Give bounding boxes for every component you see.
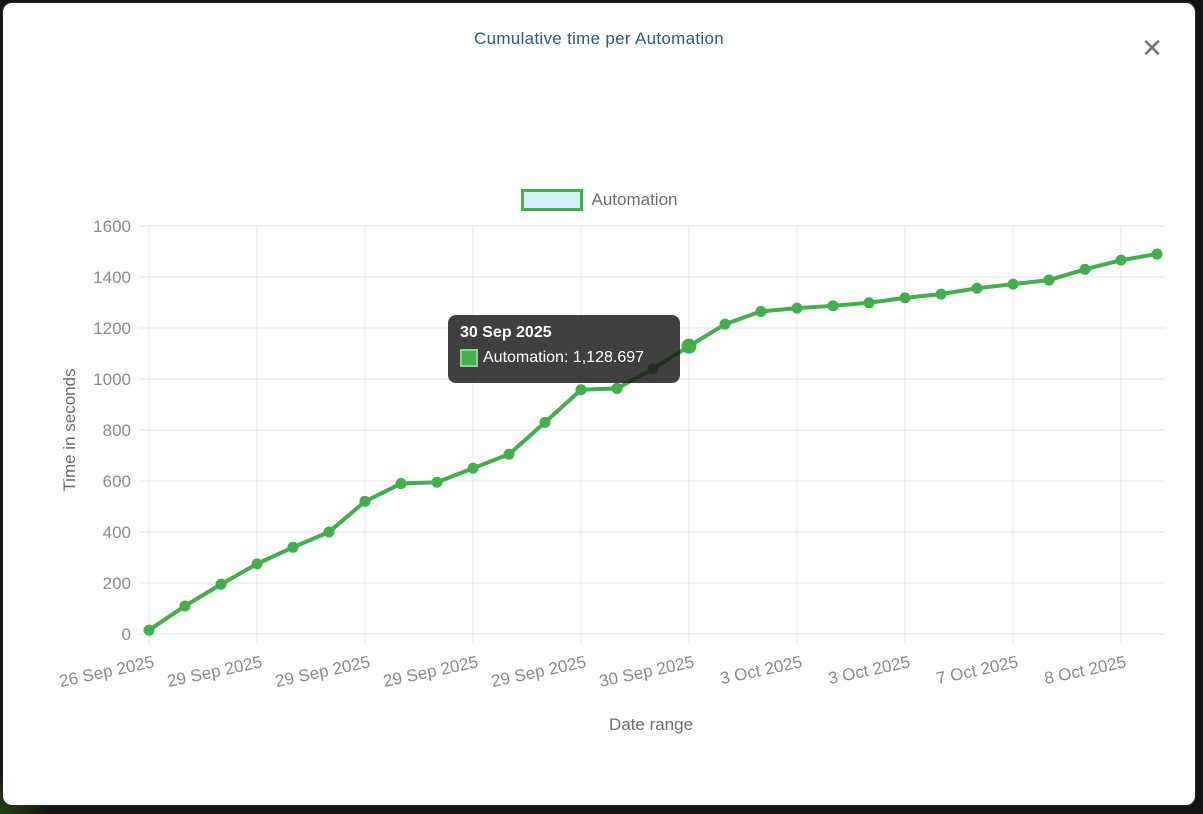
data-point[interactable] xyxy=(755,305,767,317)
data-point[interactable] xyxy=(143,624,155,636)
x-tick-label: 26 Sep 2025 xyxy=(58,652,156,691)
data-point-active[interactable] xyxy=(681,338,697,354)
y-tick-label: 800 xyxy=(103,421,131,440)
close-icon: ✕ xyxy=(1141,33,1163,63)
modal-title: Cumulative time per Automation xyxy=(474,29,724,48)
data-point[interactable] xyxy=(1115,254,1127,266)
x-tick-label: 29 Sep 2025 xyxy=(166,652,264,691)
data-point[interactable] xyxy=(359,495,371,507)
data-point[interactable] xyxy=(503,448,515,460)
x-tick-label: 3 Oct 2025 xyxy=(719,652,804,688)
data-point[interactable] xyxy=(215,578,227,590)
x-tick-label: 29 Sep 2025 xyxy=(490,652,588,691)
data-point[interactable] xyxy=(827,300,839,312)
data-point[interactable] xyxy=(287,541,299,553)
x-tick-label: 7 Oct 2025 xyxy=(935,652,1020,688)
data-point[interactable] xyxy=(395,478,407,490)
tooltip-title: 30 Sep 2025 xyxy=(460,324,552,341)
y-tick-label: 200 xyxy=(103,574,131,593)
data-point[interactable] xyxy=(1079,263,1091,275)
data-point[interactable] xyxy=(863,297,875,309)
y-tick-label: 1600 xyxy=(93,217,131,236)
data-point[interactable] xyxy=(467,462,479,474)
data-point[interactable] xyxy=(431,476,443,488)
data-point[interactable] xyxy=(575,384,587,396)
legend-label: Automation xyxy=(591,190,678,209)
x-tick-label: 29 Sep 2025 xyxy=(274,652,372,691)
data-point[interactable] xyxy=(935,288,947,300)
data-point[interactable] xyxy=(899,292,911,304)
chart-tooltip: 30 Sep 2025 Automation: 1,128.697 xyxy=(448,315,680,383)
data-point[interactable] xyxy=(179,600,191,612)
legend-swatch xyxy=(520,189,583,211)
data-point[interactable] xyxy=(323,526,335,538)
y-tick-label: 1400 xyxy=(93,268,131,287)
y-tick-label: 600 xyxy=(103,472,131,491)
data-point[interactable] xyxy=(971,282,983,294)
y-tick-label: 400 xyxy=(103,523,131,542)
data-point[interactable] xyxy=(719,318,731,330)
y-axis-title: Time in seconds xyxy=(60,368,79,491)
tooltip-label: Automation: 1,128.697 xyxy=(483,349,645,366)
x-axis-title: Date range xyxy=(609,715,693,734)
line-chart[interactable]: 0 200 400 600 800 1000 1200 1400 1600 26 Sep 2025… xyxy=(3,3,1197,807)
y-tick-label: 0 xyxy=(122,625,131,644)
data-point[interactable] xyxy=(539,416,551,428)
y-tick-label: 1000 xyxy=(93,370,131,389)
x-tick-label: 3 Oct 2025 xyxy=(827,652,912,688)
data-point[interactable] xyxy=(791,302,803,314)
x-tick-label: 29 Sep 2025 xyxy=(382,652,480,691)
x-tick-label: 30 Sep 2025 xyxy=(598,652,696,691)
data-point[interactable] xyxy=(251,558,263,570)
data-point[interactable] xyxy=(611,382,623,394)
data-point[interactable] xyxy=(1007,278,1019,290)
x-tick-label: 8 Oct 2025 xyxy=(1043,652,1128,688)
y-tick-label: 1200 xyxy=(93,319,131,338)
data-line xyxy=(147,252,1159,633)
tooltip-row: Automation: 1,128.697 xyxy=(460,349,668,367)
tooltip-swatch xyxy=(460,349,478,367)
data-point[interactable] xyxy=(1043,274,1055,286)
data-point[interactable] xyxy=(1151,248,1163,260)
close-button[interactable]: ✕ xyxy=(1135,31,1169,65)
legend-item-automation[interactable]: Automation xyxy=(3,189,1195,211)
